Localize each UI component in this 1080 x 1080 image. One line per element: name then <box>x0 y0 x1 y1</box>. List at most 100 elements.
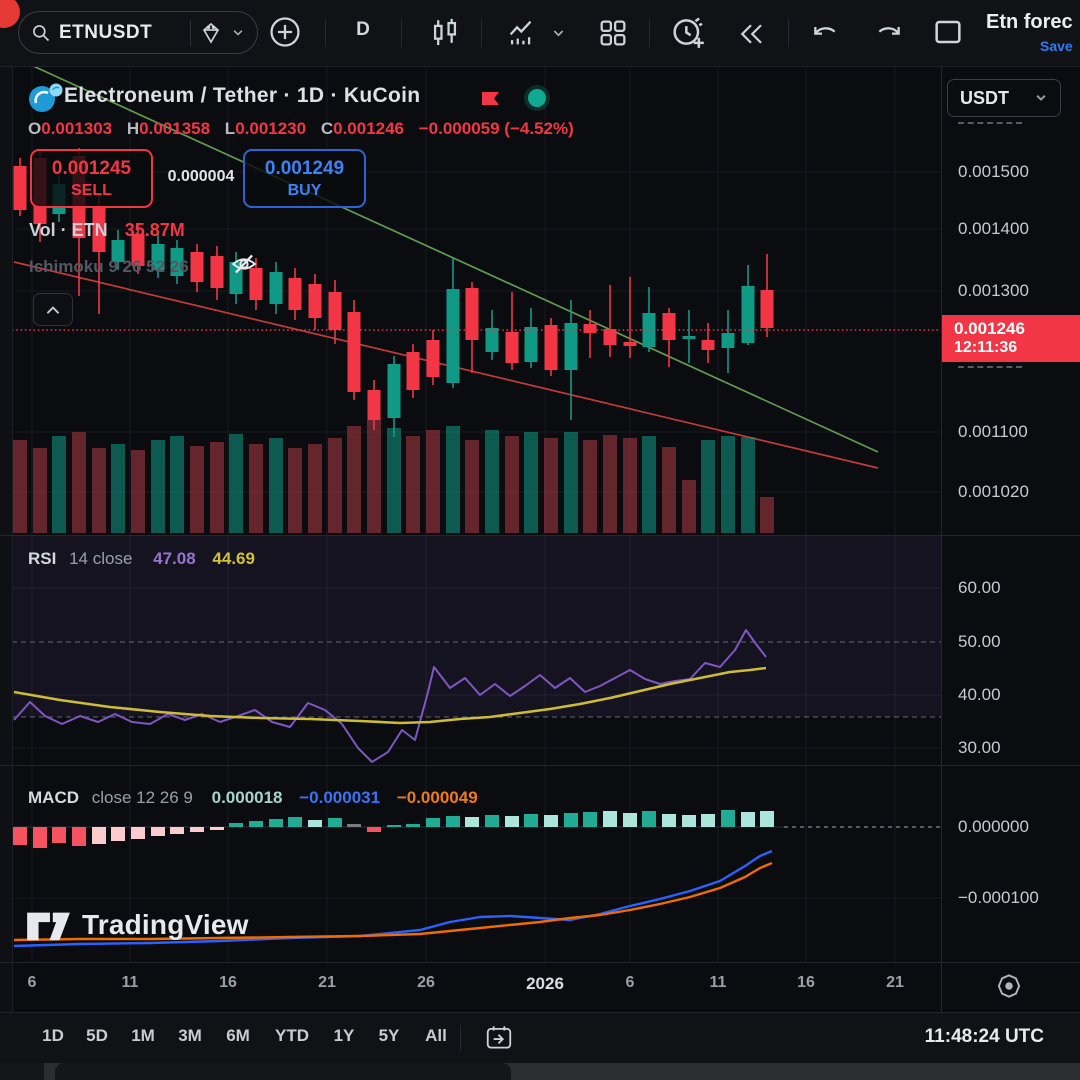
indicators-icon[interactable] <box>505 16 539 50</box>
pill-divider <box>190 19 191 46</box>
bottom-toolbar: 1D 5D 1M 3M 6M YTD 1Y 5Y All 11:48:24 UTC <box>0 1012 1080 1063</box>
high-label: H <box>126 119 140 138</box>
open-label: O <box>28 119 42 138</box>
volume-value: 35.87M <box>124 220 185 240</box>
time-tick-label: 16 <box>219 974 237 991</box>
macd-hist-value: 0.000018 <box>211 788 283 807</box>
redo-icon[interactable] <box>872 19 904 51</box>
candles-style-icon[interactable] <box>428 16 462 50</box>
layout-grid-icon[interactable] <box>596 16 630 50</box>
buy-price: 0.001249 <box>264 157 345 179</box>
rsi-ma-value: 44.69 <box>212 549 255 568</box>
symbol-title[interactable]: Electroneum / Tether · 1D · KuCoin <box>64 84 421 107</box>
flag-icon[interactable] <box>478 87 502 111</box>
currency-dropdown[interactable]: USDT <box>947 79 1061 117</box>
collapse-pane-button[interactable] <box>33 293 73 326</box>
replay-icon[interactable] <box>736 19 766 49</box>
rsi-axis-label: 30.00 <box>958 738 1001 757</box>
rsi-pane-separator[interactable] <box>0 535 1080 536</box>
low-value: 0.001230 <box>235 119 307 138</box>
layout-square-icon[interactable] <box>932 16 964 48</box>
range-button-all[interactable]: All <box>425 1026 447 1045</box>
toolbar-divider <box>788 19 789 47</box>
watermark-text: TradingView <box>82 909 249 940</box>
market-status-dot[interactable] <box>528 89 546 107</box>
last-price-value: 0.001246 <box>954 319 1025 338</box>
sell-button[interactable]: 0.001245 SELL <box>30 149 153 208</box>
rsi-value: 47.08 <box>153 549 196 568</box>
macd-axis-label: 0.000000 <box>958 817 1029 836</box>
toolbar-divider <box>649 19 650 47</box>
buy-label: BUY <box>287 181 322 199</box>
range-button-3m[interactable]: 3M <box>178 1026 202 1045</box>
range-button-ytd[interactable]: YTD <box>275 1026 309 1045</box>
range-button-5d[interactable]: 5D <box>86 1026 108 1045</box>
close-value: 0.001246 <box>333 119 405 138</box>
price-axis-label: 0.001100 <box>958 422 1028 441</box>
toolbar-divider <box>325 19 326 47</box>
bottom-panel-edge <box>0 1063 44 1080</box>
chevron-down-icon[interactable] <box>231 26 245 40</box>
layout-name[interactable]: Etn forec <box>986 11 1073 33</box>
high-value: 0.001358 <box>139 119 211 138</box>
macd-name: MACD <box>28 788 79 807</box>
spread-value: 0.000004 <box>167 168 235 185</box>
alert-add-icon[interactable] <box>668 12 708 52</box>
time-tick-label: 11 <box>709 974 727 991</box>
macd-signal-value: −0.000049 <box>396 788 478 807</box>
clock-utc[interactable]: 11:48:24 UTC <box>924 1026 1044 1047</box>
range-button-1y[interactable]: 1Y <box>333 1026 355 1045</box>
countdown-timer: 12:11:36 <box>954 339 1018 356</box>
compare-add-icon[interactable] <box>268 15 302 49</box>
search-icon <box>31 23 51 43</box>
time-tick-label: 6 <box>625 974 635 991</box>
close-label: C <box>320 119 334 138</box>
tradingview-watermark: TradingView <box>26 906 249 944</box>
range-button-6m[interactable]: 6M <box>226 1026 250 1045</box>
eye-off-icon[interactable] <box>230 250 258 278</box>
save-button[interactable]: Save <box>1040 38 1073 54</box>
time-tick-label: 21 <box>886 974 904 991</box>
volume-label: Vol · ETN <box>29 220 108 240</box>
price-axis-label: 0.001300 <box>958 281 1029 300</box>
rsi-name: RSI <box>28 549 57 568</box>
open-value: 0.001303 <box>41 119 113 138</box>
price-axis-border <box>941 66 942 1012</box>
bottom-panel-strip[interactable] <box>0 1063 1080 1080</box>
bottom-divider <box>460 1025 461 1051</box>
volume-row[interactable]: Vol · ETN 35.87M <box>29 220 185 241</box>
chevron-down-icon <box>1036 95 1046 101</box>
chevron-down-icon[interactable] <box>551 26 566 41</box>
ichimoku-row[interactable]: Ichimoku 9 26 52 26 <box>29 257 189 276</box>
time-tick-label: 26 <box>417 974 435 991</box>
low-label: L <box>224 119 236 138</box>
macd-pane-separator[interactable] <box>0 765 1080 766</box>
rsi-legend[interactable]: RSI 14 close 47.08 44.69 <box>28 549 255 569</box>
ohlc-row: O0.001303 H0.001358 L0.001230 C0.001246 … <box>28 119 574 139</box>
bottom-panel-tab[interactable] <box>55 1063 511 1080</box>
time-axis[interactable]: 6 11 16 21 26 2026 6 11 16 21 <box>0 962 1080 1012</box>
range-button-1m[interactable]: 1M <box>131 1026 155 1045</box>
symbol-search-box[interactable]: ETNUSDT <box>18 11 258 54</box>
price-axis-label: 0.001500 <box>958 162 1029 181</box>
symbol-logo <box>27 82 65 114</box>
symbol-label: ETNUSDT <box>59 21 153 43</box>
axis-settings-gear-icon[interactable] <box>993 970 1025 1002</box>
rsi-params: 14 close <box>69 549 133 568</box>
macd-legend[interactable]: MACD close 12 26 9 0.000018 −0.000031 −0… <box>28 788 478 808</box>
toolbar-divider <box>401 19 402 47</box>
goto-date-icon[interactable] <box>484 1023 514 1053</box>
undo-icon[interactable] <box>810 19 842 51</box>
range-button-5y[interactable]: 5Y <box>378 1026 400 1045</box>
gem-icon[interactable] <box>199 21 223 45</box>
axis-dash-label <box>958 366 1022 368</box>
macd-line-value: −0.000031 <box>299 788 381 807</box>
range-button-1d[interactable]: 1D <box>42 1026 64 1045</box>
buy-button[interactable]: 0.001249 BUY <box>243 149 366 208</box>
interval-button[interactable]: D <box>356 19 370 40</box>
toolbar-divider <box>481 19 482 47</box>
tradingview-logo-icon <box>27 912 70 941</box>
recording-indicator <box>0 0 20 28</box>
